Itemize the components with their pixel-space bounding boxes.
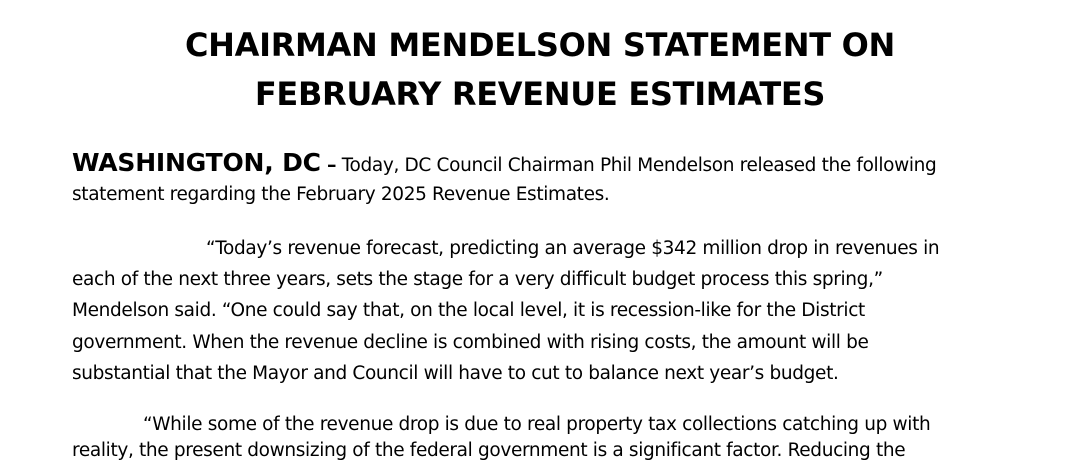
page-title-line-1: CHAIRMAN MENDELSON STATEMENT ON: [184, 26, 896, 64]
dateline-dash: –: [320, 154, 337, 176]
intro-text: Today, DC Council Chairman Phil Mendelso…: [336, 155, 937, 176]
quote-paragraph-1-line-2: each of the next three years, sets the s…: [72, 269, 883, 290]
page-title-line-2: FEBRUARY REVENUE ESTIMATES: [254, 75, 826, 113]
quote-paragraph-1-line-3: Mendelson said. “One could say that, on …: [72, 300, 865, 321]
intro-paragraph-line-1: WASHINGTON, DC – Today, DC Council Chair…: [72, 148, 937, 179]
quote-paragraph-1-line-1: “Today’s revenue forecast, predicting an…: [206, 238, 940, 259]
quote-paragraph-1-line-5: substantial that the Mayor and Council w…: [72, 363, 839, 384]
dateline: WASHINGTON, DC: [72, 148, 321, 177]
quote-paragraph-1-line-4: government. When the revenue decline is …: [72, 332, 869, 353]
intro-paragraph-line-2: statement regarding the February 2025 Re…: [72, 184, 610, 205]
quote-paragraph-2-line-2: reality, the present downsizing of the f…: [72, 440, 906, 461]
quote-paragraph-2-line-1: “While some of the revenue drop is due t…: [143, 414, 931, 435]
